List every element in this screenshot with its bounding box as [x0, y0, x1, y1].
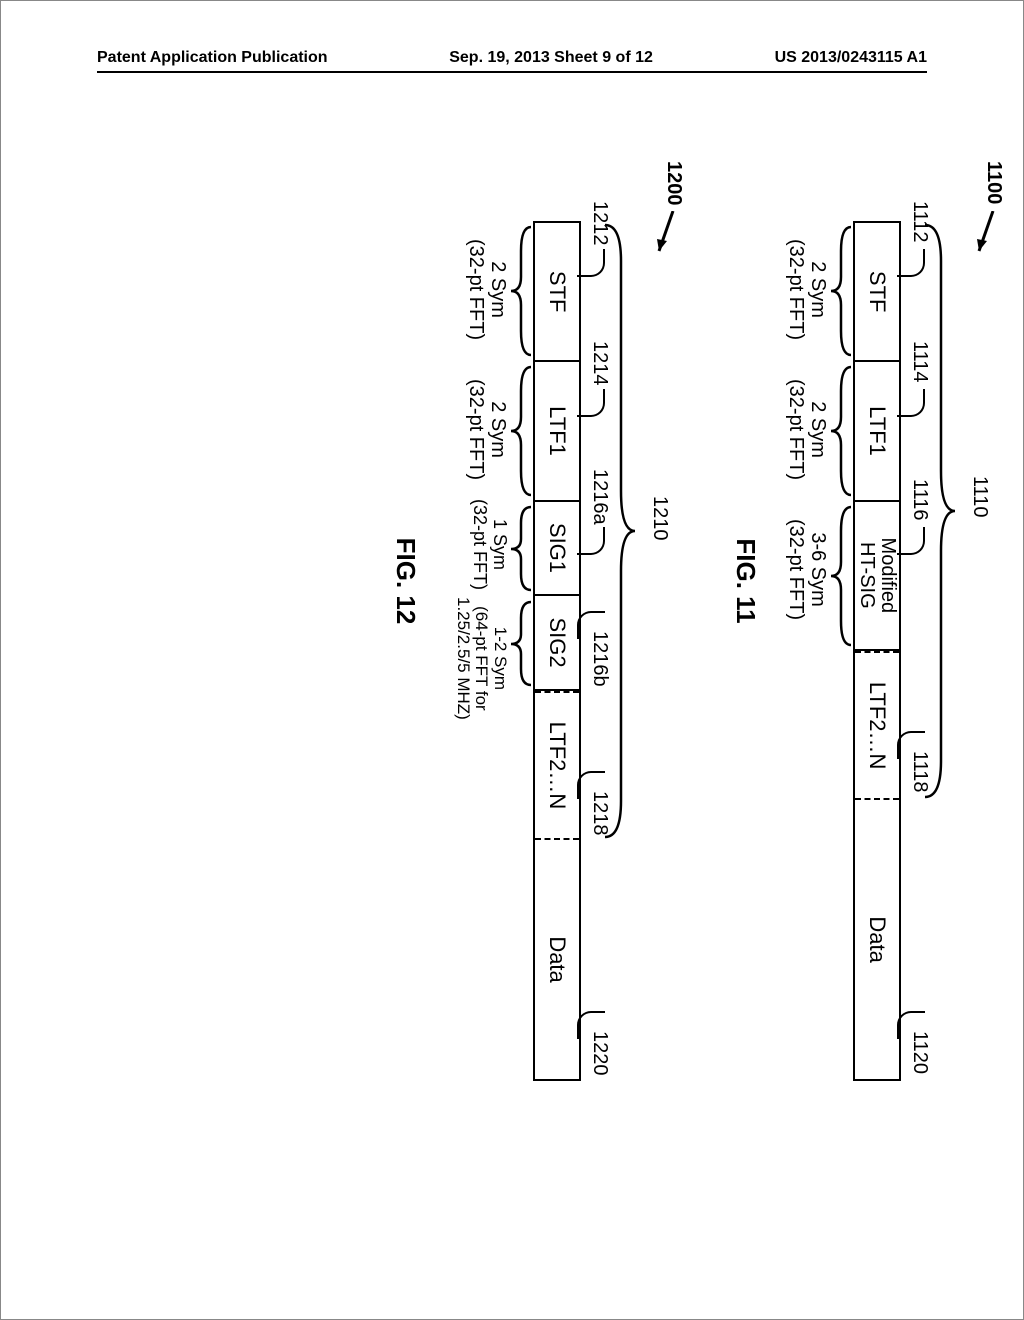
hook-icon	[897, 389, 925, 417]
fig11-ref-1112: 1112	[909, 201, 931, 243]
fig12-ref-1216b: 1216b	[589, 631, 611, 687]
fig11-cell-ltf1: LTF1	[855, 362, 899, 501]
fig11-cell-data: Data	[855, 800, 899, 1079]
fig11-sub-ltf1: 2 Sym (32-pt FFT)	[785, 379, 829, 480]
fig11-sub-htsig: 3-6 Sym (32-pt FFT)	[785, 519, 829, 620]
header-mid: Sep. 19, 2013 Sheet 9 of 12	[449, 49, 653, 67]
fig11-overall-ref: 1100	[983, 161, 1005, 204]
fig12-ref-1212: 1212	[589, 201, 611, 246]
fig11-arrow-icon	[969, 211, 999, 271]
fig12-preamble-ref: 1210	[649, 496, 671, 541]
brace-icon	[509, 221, 533, 361]
fig11-cell-htsig-text: Modified HT-SIG	[856, 538, 898, 614]
fig12-ref-1216a: 1216a	[589, 469, 611, 525]
fig11-caption: FIG. 11	[730, 481, 761, 681]
fig11-cell-htsig: Modified HT-SIG	[855, 502, 899, 651]
fig12-diagram: 1200 1210 STF LTF1 SIG1 SIG2 LTF2…N Data…	[533, 221, 581, 1141]
brace-icon	[509, 361, 533, 501]
hook-icon	[577, 771, 605, 799]
fig11-diagram: 1100 1110 STF LTF1 Modified HT-SIG LTF2……	[853, 221, 901, 1141]
hook-icon	[577, 389, 605, 417]
fig11-cell-ltf2n: LTF2…N	[855, 651, 899, 800]
header-right: US 2013/0243115 A1	[775, 49, 927, 67]
fig12-cell-ltf2n: LTF2…N	[535, 691, 579, 840]
fig11-ref-1114: 1114	[909, 341, 931, 383]
hook-icon	[577, 1011, 605, 1039]
fig12-sub-stf: 2 Sym (32-pt FFT)	[465, 239, 509, 340]
fig12-sub-ltf1: 2 Sym (32-pt FFT)	[465, 379, 509, 480]
fig12-arrow-icon	[649, 211, 679, 271]
hook-icon	[897, 731, 925, 759]
hook-icon	[897, 527, 925, 555]
brace-icon	[829, 221, 853, 361]
fig12-overall-ref: 1200	[663, 161, 685, 206]
hook-icon	[577, 527, 605, 555]
fig12-cell-sig2: SIG2	[535, 596, 579, 691]
fig12-sub-sig1: 1 Sym (32-pt FFT)	[469, 499, 509, 590]
fig12-cell-ltf1: LTF1	[535, 362, 579, 501]
fig12-cell-data: Data	[535, 840, 579, 1079]
fig12-cell-stf: STF	[535, 223, 579, 362]
hook-icon	[577, 249, 605, 277]
fig11-ref-1116: 1116	[909, 479, 931, 521]
header-left: Patent Application Publication	[97, 49, 328, 67]
brace-icon	[509, 501, 533, 596]
brace-icon	[509, 596, 533, 691]
fig12-caption: FIG. 12	[390, 481, 421, 681]
fig11-row: STF LTF1 Modified HT-SIG LTF2…N Data	[853, 221, 901, 1081]
fig12-cell-sig1: SIG1	[535, 502, 579, 597]
figure-area-rotated: 1100 1110 STF LTF1 Modified HT-SIG LTF2……	[0, 361, 1011, 1001]
page: Patent Application Publication Sep. 19, …	[0, 0, 1024, 1320]
fig11-preamble-ref: 1110	[969, 476, 991, 518]
hook-icon	[577, 611, 605, 639]
fig12-preamble-brace-icon	[601, 221, 639, 841]
fig12-row: STF LTF1 SIG1 SIG2 LTF2…N Data	[533, 221, 581, 1081]
hook-icon	[897, 249, 925, 277]
brace-icon	[829, 361, 853, 501]
fig12-sub-sig2: 1-2 Sym (64-pt FFT for 1.25/2.5/5 MHZ)	[453, 597, 509, 720]
fig11-sub-stf: 2 Sym (32-pt FFT)	[785, 239, 829, 340]
fig12-ref-1214: 1214	[589, 341, 611, 386]
brace-icon	[829, 501, 853, 651]
fig11-cell-stf: STF	[855, 223, 899, 362]
hook-icon	[897, 1011, 925, 1039]
header-bar: Patent Application Publication Sep. 19, …	[97, 49, 927, 73]
